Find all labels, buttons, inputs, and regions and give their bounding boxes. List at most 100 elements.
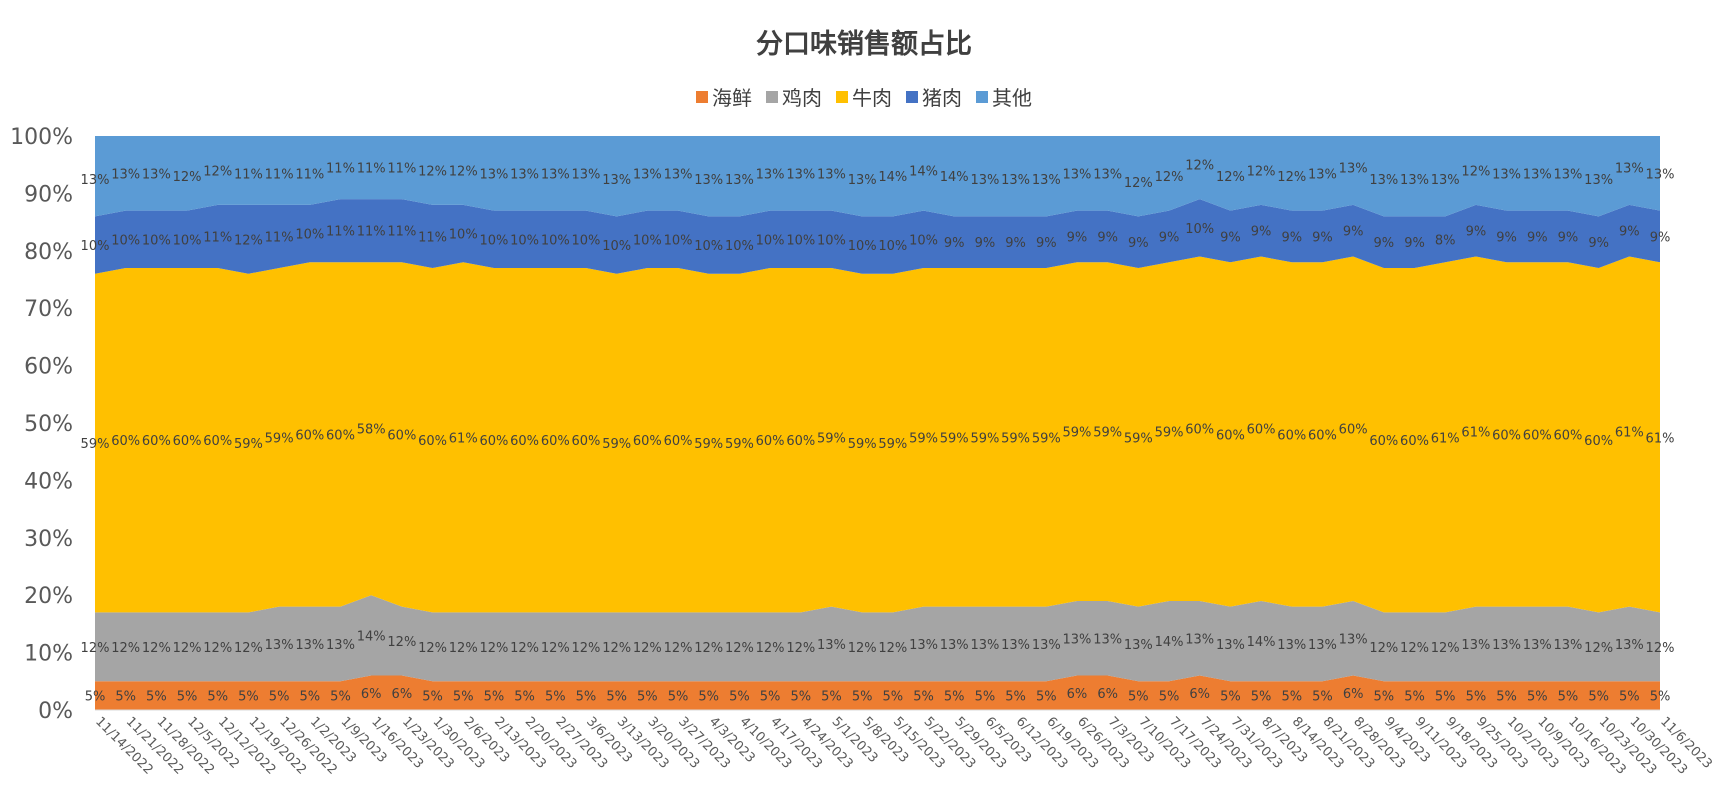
- legend-label: 牛肉: [852, 86, 892, 110]
- data-label: 60%: [1584, 434, 1613, 449]
- data-label: 5%: [729, 690, 750, 705]
- data-label: 9%: [1220, 230, 1241, 245]
- data-label: 9%: [1619, 225, 1640, 240]
- data-label: 10%: [572, 233, 601, 248]
- data-label: 60%: [756, 434, 785, 449]
- y-tick-label: 60%: [24, 355, 73, 380]
- data-label: 5%: [790, 690, 811, 705]
- chart-title: 分口味销售额占比: [756, 29, 972, 60]
- data-label: 59%: [909, 431, 938, 446]
- data-label: 10%: [725, 239, 754, 254]
- data-label: 13%: [541, 167, 570, 182]
- data-label: 5%: [637, 690, 658, 705]
- data-label: 13%: [1001, 638, 1030, 653]
- data-label: 5%: [1005, 690, 1026, 705]
- legend-label: 猪肉: [922, 86, 962, 110]
- area-4: [95, 199, 1660, 274]
- data-label: 5%: [1251, 690, 1272, 705]
- data-label: 9%: [1527, 230, 1548, 245]
- data-label: 58%: [357, 423, 386, 438]
- data-label: 9%: [1128, 236, 1149, 251]
- data-label: 5%: [1036, 690, 1057, 705]
- data-label: 12%: [510, 641, 539, 656]
- data-label: 61%: [1431, 431, 1460, 446]
- data-label: 11%: [265, 167, 294, 182]
- y-tick-label: 0%: [38, 699, 73, 724]
- data-label: 13%: [1124, 638, 1153, 653]
- data-label: 13%: [848, 173, 877, 188]
- data-label: 9%: [1466, 225, 1487, 240]
- data-label: 13%: [1523, 167, 1552, 182]
- data-label: 13%: [602, 173, 631, 188]
- data-label: 12%: [387, 635, 416, 650]
- data-label: 13%: [1492, 167, 1521, 182]
- data-label: 9%: [975, 236, 996, 251]
- data-label: 10%: [510, 233, 539, 248]
- data-label: 13%: [940, 638, 969, 653]
- y-tick-label: 20%: [24, 584, 73, 609]
- y-tick-label: 30%: [24, 527, 73, 552]
- data-label: 5%: [883, 690, 904, 705]
- data-label: 5%: [207, 690, 228, 705]
- data-label: 10%: [878, 239, 907, 254]
- data-label: 12%: [1584, 641, 1613, 656]
- data-label: 60%: [1216, 428, 1245, 443]
- data-label: 59%: [1155, 426, 1184, 441]
- data-label: 12%: [694, 641, 723, 656]
- data-label: 60%: [1553, 428, 1582, 443]
- data-label: 60%: [1523, 428, 1552, 443]
- data-label: 5%: [422, 690, 443, 705]
- data-label: 12%: [1400, 641, 1429, 656]
- data-label: 13%: [142, 167, 171, 182]
- data-label: 13%: [1584, 173, 1613, 188]
- data-label: 12%: [142, 641, 171, 656]
- data-label: 13%: [1646, 167, 1675, 182]
- data-label: 10%: [664, 233, 693, 248]
- y-tick-label: 10%: [24, 642, 73, 667]
- data-label: 13%: [756, 167, 785, 182]
- data-label: 12%: [878, 641, 907, 656]
- data-label: 9%: [1097, 230, 1118, 245]
- data-label: 59%: [1001, 431, 1030, 446]
- data-label: 13%: [1431, 173, 1460, 188]
- data-label: 12%: [1247, 164, 1276, 179]
- data-label: 13%: [786, 167, 815, 182]
- data-label: 9%: [1251, 225, 1272, 240]
- legend-label: 鸡肉: [782, 86, 822, 110]
- data-label: 10%: [81, 239, 110, 254]
- area-5: [95, 136, 1660, 217]
- data-label: 61%: [1461, 426, 1490, 441]
- legend-label: 其他: [992, 86, 1032, 110]
- data-label: 12%: [173, 641, 202, 656]
- data-label: 11%: [234, 167, 263, 182]
- data-label: 61%: [1646, 431, 1675, 446]
- data-label: 5%: [1128, 690, 1149, 705]
- data-label: 14%: [1155, 635, 1184, 650]
- data-label: 13%: [510, 167, 539, 182]
- data-label: 5%: [606, 690, 627, 705]
- data-label: 5%: [1650, 690, 1671, 705]
- data-label: 60%: [572, 434, 601, 449]
- data-label: 12%: [449, 164, 478, 179]
- data-label: 5%: [821, 690, 842, 705]
- data-label: 9%: [1558, 230, 1579, 245]
- data-label: 13%: [1001, 173, 1030, 188]
- data-label: 12%: [479, 641, 508, 656]
- legend-swatch: [906, 90, 918, 103]
- data-label: 12%: [786, 641, 815, 656]
- data-label: 60%: [142, 434, 171, 449]
- data-label: 11%: [265, 230, 294, 245]
- data-label: 14%: [878, 170, 907, 185]
- data-label: 5%: [177, 690, 198, 705]
- data-label: 10%: [786, 233, 815, 248]
- data-label: 13%: [1063, 632, 1092, 647]
- data-label: 60%: [1308, 428, 1337, 443]
- data-label: 12%: [602, 641, 631, 656]
- chart-legend: 海鲜 鸡肉 牛肉 猪肉 其他: [0, 82, 1728, 111]
- data-label: 12%: [756, 641, 785, 656]
- data-label: 10%: [295, 228, 324, 243]
- data-label: 13%: [694, 173, 723, 188]
- data-label: 13%: [664, 167, 693, 182]
- data-label: 13%: [970, 638, 999, 653]
- data-label: 60%: [1492, 428, 1521, 443]
